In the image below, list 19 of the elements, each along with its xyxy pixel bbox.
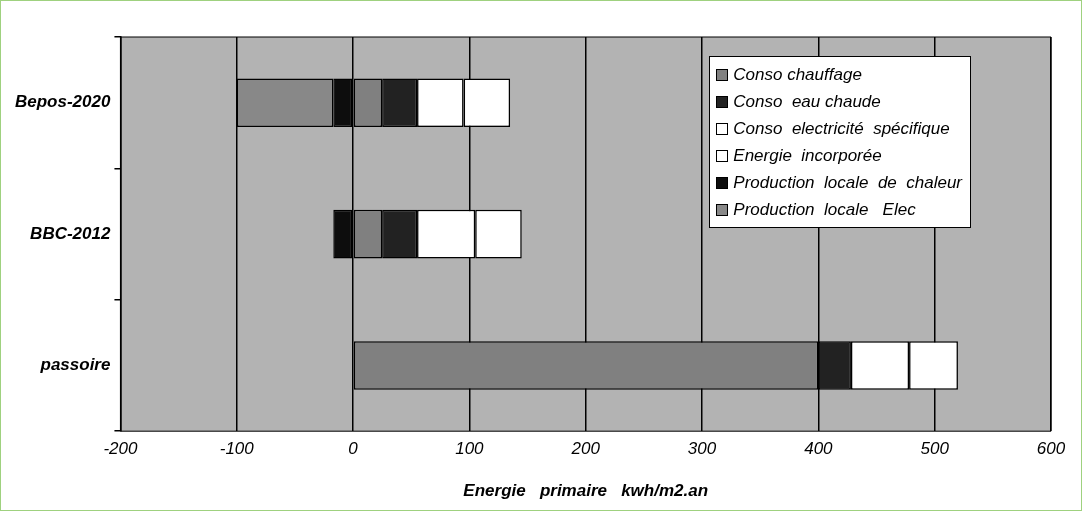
x-tick-label: 100 (455, 439, 485, 459)
legend-label: Conso electricité spécifique (733, 118, 950, 139)
x-tick-label: 600 (1036, 439, 1066, 459)
legend-label: Energie incorporée (733, 145, 882, 166)
x-tick-label: 0 (348, 439, 359, 459)
x-tick-label: -100 (219, 439, 255, 459)
x-tick-label: 500 (920, 439, 950, 459)
legend-label: Conso chauffage (733, 64, 862, 85)
x-axis-title: Energie primaire kwh/m2.an (463, 481, 709, 501)
x-tick-label: 400 (804, 439, 834, 459)
y-tick-label: Bepos-2020 (15, 92, 111, 112)
legend-label: Production locale de chaleur (733, 172, 962, 193)
y-tick-label: BBC-2012 (30, 223, 111, 243)
x-tick-label: 300 (687, 439, 717, 459)
x-tick-label: -200 (103, 439, 138, 459)
legend-label: Production locale Elec (733, 199, 916, 220)
y-tick-label: passoire (39, 355, 111, 375)
x-tick-label: 200 (570, 439, 601, 459)
legend-label: Conso eau chaude (733, 91, 881, 112)
